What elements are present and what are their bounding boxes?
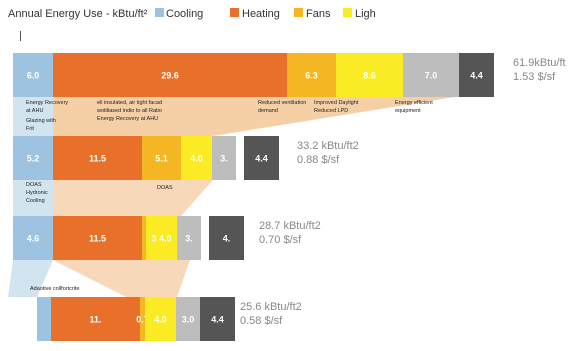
legend-label-cooling: Cooling (166, 8, 204, 20)
annotation-text: Energy Recovery at AHU (97, 116, 158, 122)
bar-segment-cooling (13, 53, 53, 97)
bar-segment-other (177, 216, 201, 260)
row-cost-label: 0.88 $/sf (297, 154, 340, 166)
annotation-text: Glazing with (26, 118, 56, 124)
row-cost-label: 0.70 $/sf (259, 234, 302, 246)
bar-value-label: 4.0 (154, 315, 167, 325)
annotation-text: ell insulated, air tight facad (97, 100, 162, 106)
bar-segment-plug (209, 216, 244, 260)
bar-value-label: 11.5 (89, 154, 106, 164)
flow-wedge-6 (53, 260, 190, 297)
legend-swatch-fans (294, 8, 303, 17)
flow-wedge-5 (8, 260, 53, 297)
legend-swatch-cooling (155, 8, 164, 17)
annotation-text: Energy Recovery (26, 100, 68, 106)
row-total-label: 25.6 kBtu/ft2 (240, 301, 302, 313)
bar-segment-fans (142, 136, 181, 180)
annotation-text: wotiliased indio to all Ratio (96, 108, 162, 114)
bar-value-label: 29.6 (161, 71, 179, 81)
bar-value-label: 4.4 (255, 154, 268, 164)
bar-segment-heating (53, 53, 287, 97)
bar-value-label: 8.6 (363, 71, 376, 81)
axis-tick (20, 31, 21, 41)
bar-value-label: 6.3 (305, 71, 318, 81)
annotation-text: equipment (395, 108, 421, 114)
chart-title: Annual Energy Use - kBtu/ft² (8, 8, 148, 20)
annotation-text: Improved Daylight (314, 100, 359, 106)
row-total-label: 33.2 kBtu/ft2 (297, 140, 359, 152)
bar-segment-other (212, 136, 236, 180)
bar-value-label: 4.4 (470, 71, 483, 81)
bar-value-label: 3 4.0 (151, 234, 171, 244)
bar-value-label: 11.5 (89, 234, 106, 244)
bar-value-label: 4.6 (27, 234, 40, 244)
bar-segment-fans (140, 297, 145, 341)
legend-label-fans: Fans (306, 8, 331, 20)
bar-value-label: 11. (89, 315, 101, 325)
bar-segment-cooling (13, 136, 53, 180)
bar-segment-other (403, 53, 459, 97)
bar-segment-heating (53, 216, 142, 260)
legend-swatch-lighting (343, 8, 352, 17)
bar-value-label: 3. (220, 154, 228, 164)
legend-label-heating: Heating (242, 8, 280, 20)
bar-segment-plug (244, 136, 279, 180)
annotation-text: Reduced LPD (314, 108, 348, 114)
bar-value-label: 6.0 (27, 71, 40, 81)
row-total-label: 28.7 kBtu/ft2 (259, 220, 321, 232)
annotation-text: Frit (26, 126, 34, 132)
annotation-text: Energy efficient (395, 100, 433, 106)
bar-segment-cooling (37, 297, 51, 341)
bar-value-label: 0.7 (136, 315, 149, 325)
bar-value-label: 3. (185, 234, 193, 244)
bar-segment-heating (53, 136, 142, 180)
flow-wedge-4 (53, 180, 213, 216)
bar-segment-other (176, 297, 200, 341)
bar-value-label: 7.0 (425, 71, 438, 81)
bar-segment-plug (459, 53, 494, 97)
annotation-text: Adaotive collfortcrite (30, 286, 80, 292)
annotation-text: DOAS (157, 185, 173, 191)
annotation-text: Reduced ventilation (258, 100, 306, 106)
bar-segment-cooling (13, 216, 53, 260)
bar-segment-plug (200, 297, 235, 341)
bar-segment-heating (51, 297, 140, 341)
annotation-text: demand (258, 108, 278, 114)
bar-value-label: 4.0 (190, 154, 203, 164)
legend-label-lighting: Ligh (355, 8, 376, 20)
legend-swatch-heating (230, 8, 239, 17)
annotation-text: at AHU (26, 108, 43, 114)
bar-segment-lighting (181, 136, 212, 180)
row-cost-label: 1.53 $/sf (513, 71, 556, 83)
bar-segment-lighting (146, 216, 177, 260)
row-total-label: 61.9kBtu/ft (513, 57, 566, 69)
bar-value-label: 5.1 (155, 154, 168, 164)
bar-value-label: 4. (223, 234, 231, 244)
annotation-text: Hydronic (26, 190, 48, 196)
bar-segment-fans (142, 216, 146, 260)
flow-wedge-3 (13, 180, 53, 216)
bar-segment-lighting (336, 53, 403, 97)
annotation-text: Cooling (26, 198, 45, 204)
bar-value-label: 4.4 (211, 315, 224, 325)
annotation-text: DOAS (26, 182, 42, 188)
bar-segment-fans (287, 53, 336, 97)
bar-segment-lighting (145, 297, 176, 341)
flow-wedge-2 (13, 97, 53, 136)
row-cost-label: 0.58 $/sf (240, 315, 283, 327)
bar-value-label: 3.0 (182, 315, 195, 325)
flow-wedge-1 (53, 97, 455, 136)
bar-value-label: 5.2 (27, 154, 40, 164)
